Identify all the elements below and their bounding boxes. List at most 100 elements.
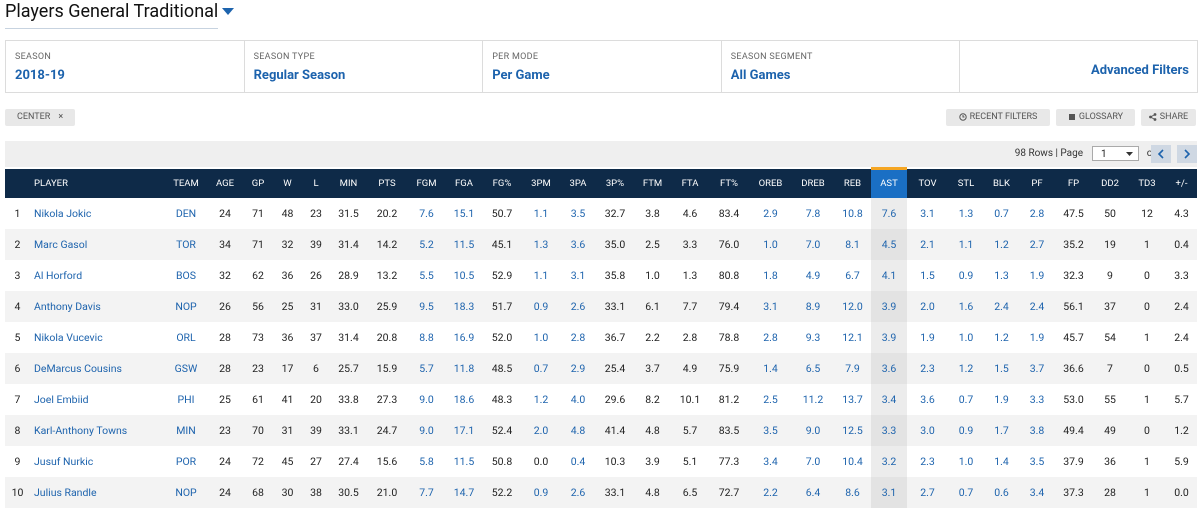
stat-cell[interactable]: 0.7 [994,206,1009,220]
stat-cell[interactable]: 11.5 [446,228,482,260]
stat-cell[interactable]: 0.9 [522,476,560,508]
stat-cell[interactable]: 2.3 [920,454,935,468]
stat-cell[interactable]: 8.6 [834,476,871,508]
page-select[interactable]: 1 [1092,146,1139,161]
stat-cell[interactable]: 11.8 [446,352,482,384]
column-header[interactable]: TOV [907,168,948,198]
stat-cell[interactable]: 2.3 [907,352,948,384]
stat-cell[interactable]: 3.3 [871,414,907,446]
next-page-button[interactable] [1177,145,1197,163]
stat-cell[interactable]: 1.2 [948,352,984,384]
stat-cell[interactable]: 7.8 [805,206,821,220]
stat-cell[interactable]: 8.9 [792,290,834,322]
column-header[interactable]: DREB [792,168,834,198]
column-header[interactable]: OREB [749,168,792,198]
stat-cell[interactable]: 3.4 [871,383,907,415]
stat-cell[interactable]: 9.3 [805,330,821,344]
column-header[interactable]: 3PA [560,168,596,198]
player-name[interactable]: Nikola Vucevic [34,330,103,344]
stat-cell[interactable]: 1.6 [948,290,984,322]
stat-cell[interactable]: 7.6 [871,197,907,229]
column-header[interactable]: FGM [407,168,446,198]
stat-cell[interactable]: 2.8 [570,330,586,344]
stat-cell[interactable]: 1.4 [749,352,792,384]
stat-cell[interactable]: 1.3 [958,206,974,220]
player-name[interactable]: Nikola Jokic [34,206,92,220]
share-button[interactable]: SHARE [1141,109,1196,126]
column-header[interactable]: W [273,168,302,198]
stat-cell[interactable]: 11.5 [453,454,475,468]
player-name[interactable]: Marc Gasol [30,228,165,260]
stat-cell[interactable]: 3.6 [560,228,596,260]
stat-cell[interactable]: 1.1 [948,228,984,260]
stat-cell[interactable]: 7.0 [792,228,834,260]
player-name[interactable]: Jusuf Nurkic [34,454,94,468]
stat-cell[interactable]: 4.9 [805,268,821,282]
column-header[interactable]: REB [834,168,871,198]
stat-cell[interactable]: 2.4 [1019,290,1055,322]
column-header[interactable]: AGE [207,168,243,198]
stat-cell[interactable]: 6.5 [792,352,834,384]
player-name[interactable]: Al Horford [34,268,83,282]
stat-cell[interactable]: 4.0 [570,392,586,406]
stat-cell[interactable]: 3.7 [1019,352,1055,384]
stat-cell[interactable]: 3.9 [871,290,907,322]
stat-cell[interactable]: 5.8 [419,454,434,468]
stat-cell[interactable]: 3.0 [907,414,948,446]
stat-cell[interactable]: 1.3 [522,228,560,260]
stat-cell[interactable]: 3.8 [1019,414,1055,446]
column-header[interactable]: PTS [367,168,407,198]
stat-cell[interactable]: 2.8 [1029,206,1045,220]
team-cell[interactable]: GSW [165,352,207,384]
stat-cell[interactable]: 13.7 [842,392,863,406]
advanced-filters-link[interactable]: Advanced Filters [1090,63,1189,78]
stat-cell[interactable]: 3.9 [871,321,907,353]
stat-cell[interactable]: 4.5 [871,228,907,260]
stat-cell[interactable]: 10.5 [453,268,475,282]
stat-cell[interactable]: 5.7 [407,352,446,384]
filter-value[interactable]: 2018-19 [15,68,65,83]
stat-cell[interactable]: 9.0 [407,414,446,446]
column-header[interactable]: DD2 [1092,168,1128,198]
stat-cell[interactable]: 2.0 [907,290,948,322]
stat-cell[interactable]: 1.9 [920,330,935,344]
team-cell[interactable]: POR [175,454,197,468]
column-header[interactable]: TD3 [1128,168,1166,198]
column-header[interactable]: +/- [1166,168,1197,198]
stat-cell[interactable]: 2.5 [763,392,778,406]
stat-cell[interactable]: 3.6 [871,352,907,384]
column-header[interactable]: PLAYER [30,168,165,198]
player-name[interactable]: Karl-Anthony Towns [30,414,165,446]
stat-cell[interactable]: 0.7 [522,352,560,384]
stat-cell[interactable]: 2.1 [907,228,948,260]
stat-cell[interactable]: 7.7 [407,476,446,508]
stat-cell[interactable]: 3.5 [749,414,792,446]
stat-cell[interactable]: 1.2 [533,392,549,406]
stat-cell[interactable]: 11.2 [802,392,824,406]
column-header[interactable]: 3P% [596,168,634,198]
column-header[interactable]: MIN [330,168,367,198]
column-header[interactable]: FG% [482,168,522,198]
column-header[interactable]: FTA [671,168,709,198]
stat-cell[interactable]: 10.8 [842,206,863,220]
column-header[interactable]: FT% [709,168,749,198]
stat-cell[interactable]: 1.0 [533,330,549,344]
team-cell[interactable]: DEN [175,206,197,220]
stat-cell[interactable]: 3.5 [570,206,586,220]
stat-cell[interactable]: 1.4 [994,454,1009,468]
filter-value[interactable]: All Games [730,68,791,83]
team-cell[interactable]: NOP [165,476,207,508]
stat-cell[interactable]: 1.9 [994,392,1009,406]
stat-cell[interactable]: 2.4 [984,290,1019,322]
stat-cell[interactable]: 1.0 [958,330,974,344]
stat-cell[interactable]: 2.9 [763,206,778,220]
stat-cell[interactable]: 7.0 [805,454,821,468]
stat-cell[interactable]: 3.4 [763,454,778,468]
stat-cell[interactable]: 1.0 [958,454,974,468]
stat-cell[interactable]: 14.7 [446,476,482,508]
column-header[interactable]: STL [948,168,984,198]
filter-cell[interactable]: SEASON 2018-19 [6,41,245,92]
team-cell[interactable]: MIN [165,414,207,446]
stat-cell[interactable]: 1.1 [533,206,549,220]
stat-cell[interactable]: 2.8 [763,330,778,344]
